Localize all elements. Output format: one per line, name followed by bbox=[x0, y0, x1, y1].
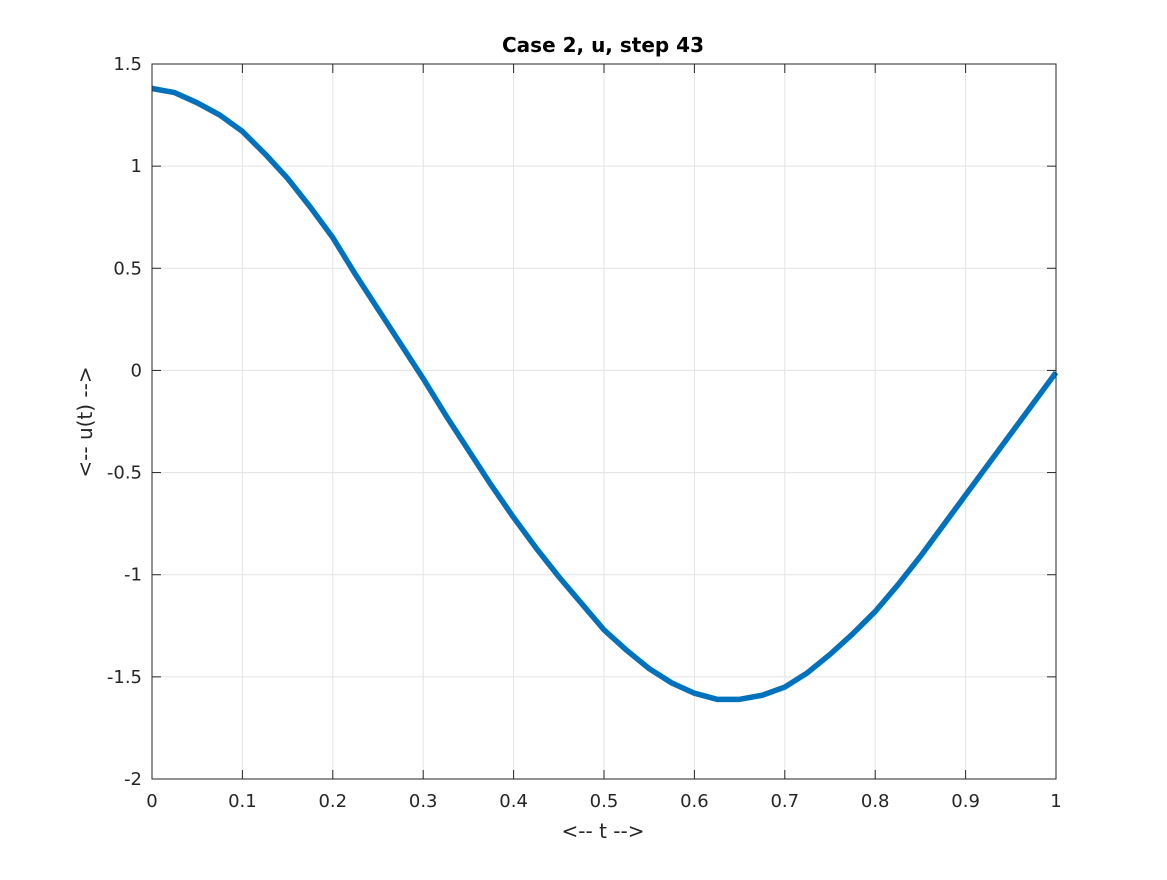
y-tick-label: 0 bbox=[131, 360, 142, 381]
y-tick-label: 1.5 bbox=[113, 54, 142, 75]
y-tick-label: -2 bbox=[124, 769, 142, 790]
x-tick-label: 0.4 bbox=[499, 791, 528, 812]
y-tick-label: -1 bbox=[124, 565, 142, 586]
x-axis-label: <-- t --> bbox=[562, 819, 645, 843]
x-tick-label: 0.7 bbox=[770, 791, 799, 812]
x-tick-labels: 0 0.1 0.2 0.3 0.4 0.5 0.6 0.7 0.8 0.9 1 bbox=[146, 791, 1061, 812]
y-tick-label: 1 bbox=[131, 156, 142, 177]
series-line-0 bbox=[151, 85, 1059, 703]
axes bbox=[151, 63, 1057, 780]
y-tick-label: -0.5 bbox=[107, 463, 142, 484]
x-tick-label: 0.9 bbox=[951, 791, 980, 812]
y-axis-label: <-- u(t) --> bbox=[73, 366, 97, 477]
x-tick-label: 0.8 bbox=[861, 791, 890, 812]
plot-area bbox=[151, 85, 1059, 703]
x-tick-label: 0.1 bbox=[228, 791, 257, 812]
grid bbox=[151, 63, 1057, 780]
x-tick-label: 0.6 bbox=[680, 791, 709, 812]
chart-title: Case 2, u, step 43 bbox=[502, 33, 704, 57]
x-tick-label: 0.5 bbox=[590, 791, 619, 812]
x-tick-label: 1 bbox=[1050, 791, 1061, 812]
x-tick-label: 0.2 bbox=[318, 791, 347, 812]
y-tick-labels: -2 -1.5 -1 -0.5 0 0.5 1 1.5 bbox=[107, 54, 142, 790]
y-tick-label: -1.5 bbox=[107, 667, 142, 688]
y-tick-label: 0.5 bbox=[113, 258, 142, 279]
x-tick-label: 0 bbox=[146, 791, 157, 812]
x-tick-label: 0.3 bbox=[409, 791, 438, 812]
